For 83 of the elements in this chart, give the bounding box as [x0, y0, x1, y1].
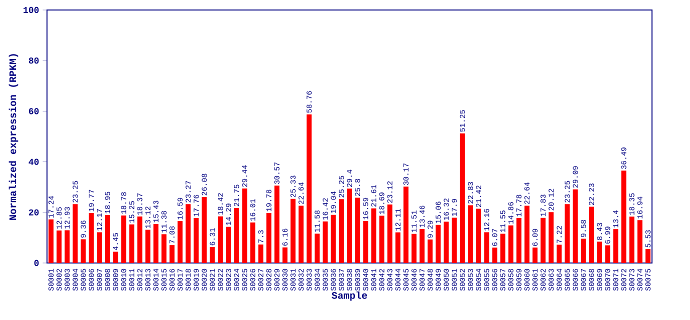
- bar: [588, 206, 594, 263]
- y-tick-label: 100: [24, 6, 39, 14]
- bar: [202, 197, 207, 263]
- bar: [266, 212, 272, 263]
- bar: [274, 186, 280, 263]
- bar: [605, 245, 610, 263]
- bar: [258, 244, 264, 263]
- bar: [72, 204, 78, 263]
- bar: [387, 204, 392, 263]
- bar: [580, 238, 586, 263]
- bar: [330, 214, 336, 263]
- bar: [564, 204, 570, 263]
- bar: [420, 228, 425, 263]
- bar: [403, 186, 408, 263]
- bar: [298, 206, 304, 263]
- bar: [637, 220, 642, 263]
- bar: [556, 244, 562, 263]
- bar: [234, 208, 240, 263]
- bar: [363, 221, 368, 263]
- bar: [56, 230, 62, 263]
- bar: [468, 205, 473, 263]
- bar: [129, 224, 134, 263]
- bar: [347, 188, 352, 263]
- bar: [412, 234, 417, 263]
- bar: [476, 208, 482, 263]
- bar: [314, 234, 320, 263]
- bar: [178, 221, 183, 263]
- bar: [210, 247, 215, 263]
- bar: [64, 230, 70, 263]
- bar: [492, 248, 498, 263]
- y-tick-label: 80: [28, 58, 39, 64]
- bar: [322, 221, 328, 263]
- bar: [452, 218, 457, 263]
- bar: [338, 199, 344, 263]
- bar: [306, 114, 312, 263]
- bar: [436, 224, 441, 263]
- bar: [137, 216, 142, 263]
- bar: [460, 133, 465, 263]
- bar: [170, 245, 175, 263]
- y-tick-label: 20: [28, 209, 39, 216]
- bar: [96, 232, 102, 263]
- bar: [613, 229, 618, 263]
- bar: [80, 239, 86, 263]
- bar: [226, 226, 232, 263]
- bar: [194, 218, 199, 263]
- bar: [242, 188, 248, 263]
- bar: [250, 222, 256, 263]
- bar: [121, 215, 126, 263]
- bar: [516, 218, 522, 263]
- bar: [186, 204, 191, 263]
- bar: [113, 252, 118, 263]
- bar: [524, 206, 530, 263]
- y-tick-label: 60: [28, 108, 39, 114]
- bar: [218, 216, 223, 263]
- bar: [153, 224, 158, 263]
- bar: [484, 232, 490, 263]
- bar: [629, 216, 634, 263]
- bar: [540, 218, 546, 263]
- bar: [379, 216, 384, 263]
- bar: [645, 248, 650, 263]
- bar: [355, 198, 360, 263]
- bar: [145, 230, 150, 263]
- bar: [161, 234, 166, 263]
- bar: [105, 215, 110, 263]
- bar: [395, 232, 400, 263]
- bar: [290, 198, 296, 263]
- bar: [88, 212, 94, 263]
- y-tick-label: 40: [28, 158, 39, 165]
- bar: [508, 225, 514, 263]
- bar: [532, 248, 538, 263]
- x-axis-title: Sample: [332, 291, 368, 301]
- bar: [621, 170, 626, 263]
- bar: [371, 208, 376, 263]
- bar: [572, 189, 578, 263]
- y-tick-label: 0: [34, 260, 39, 266]
- bar: [282, 247, 288, 263]
- y-axis-title: Normalized expression (RPKM): [8, 54, 18, 220]
- bar: [444, 222, 449, 263]
- bar: [597, 242, 602, 263]
- bar: [428, 239, 433, 263]
- bar: [548, 212, 554, 263]
- bar: [48, 219, 54, 263]
- bar: [500, 234, 506, 263]
